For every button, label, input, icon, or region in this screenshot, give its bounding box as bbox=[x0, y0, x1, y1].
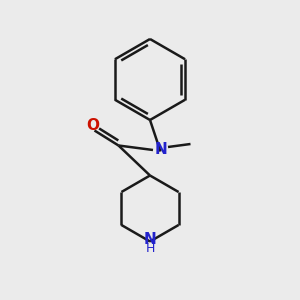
Text: N: N bbox=[154, 142, 167, 158]
Text: N: N bbox=[144, 232, 156, 247]
Text: H: H bbox=[145, 242, 155, 256]
Text: O: O bbox=[86, 118, 100, 133]
